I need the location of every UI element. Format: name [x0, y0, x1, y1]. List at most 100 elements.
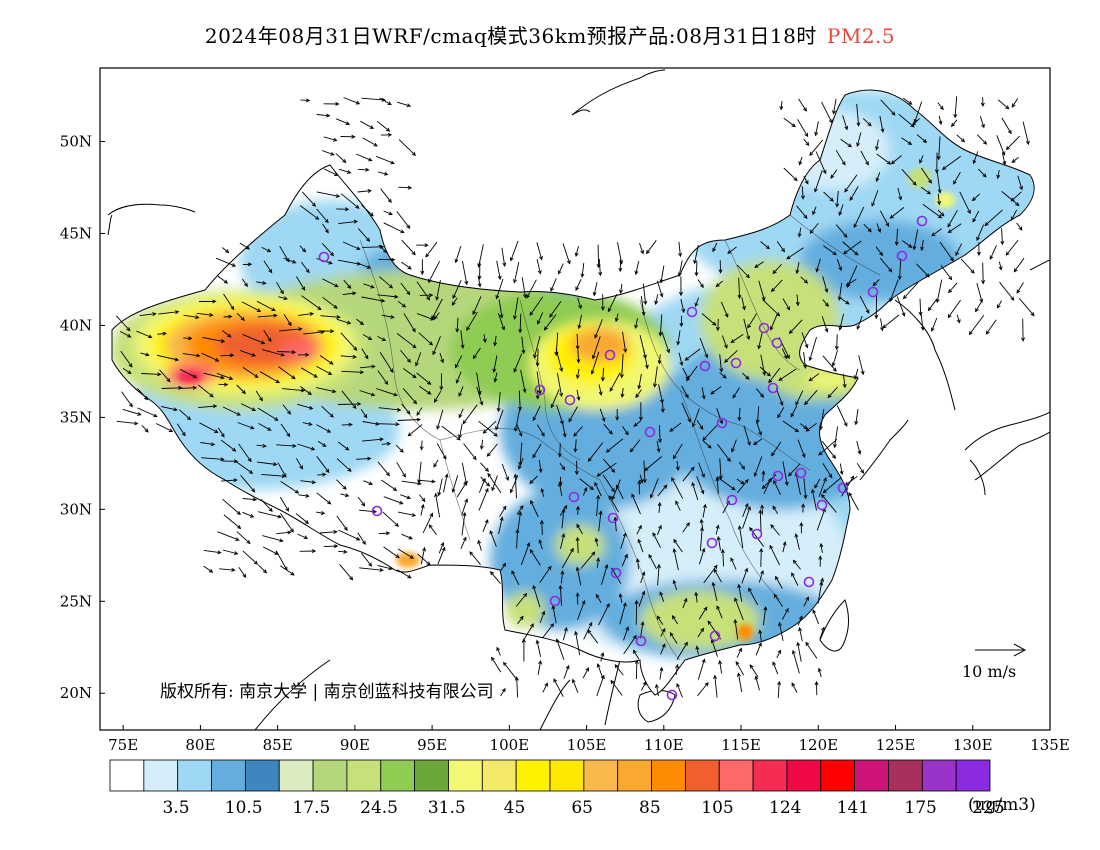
wind-arrow-shaft — [805, 642, 818, 659]
wind-arrow-head — [551, 604, 556, 610]
wind-arrow-shaft — [660, 643, 666, 655]
wind-arrow-shaft — [960, 258, 975, 274]
lat-tick-label: 30N — [60, 500, 92, 518]
lat-tick-label: 40N — [60, 316, 92, 334]
wind-arrow-head — [565, 664, 570, 670]
wind-arrow-shaft — [1016, 282, 1024, 294]
wind-arrow-head — [391, 257, 396, 262]
wind-arrow-head — [489, 529, 494, 535]
wind-arrow-shaft — [823, 477, 842, 494]
wind-arrow-shaft — [319, 355, 334, 365]
wind-arrow-shaft — [948, 282, 958, 293]
wind-arrow-shaft — [972, 193, 981, 201]
wind-arrow-head — [771, 452, 775, 457]
wind-arrow-head — [726, 457, 731, 462]
wind-arrow-head — [707, 620, 712, 625]
wind-arrow-shaft — [777, 681, 780, 698]
wind-arrow-head — [496, 646, 500, 652]
wind-arrow-shaft — [262, 546, 279, 555]
wind-arrow-head — [712, 247, 716, 253]
wind-arrow-shaft — [539, 566, 552, 584]
wind-arrow-shaft — [707, 620, 722, 640]
wind-arrow-shaft — [556, 404, 564, 425]
lat-tick-label: 50N — [60, 133, 92, 151]
wind-arrow-shaft — [636, 525, 642, 535]
wind-arrow-head — [502, 661, 507, 666]
wind-arrow-head — [569, 547, 574, 553]
wind-arrow-head — [777, 680, 782, 686]
wind-arrow-shaft — [381, 479, 397, 491]
wind-arrow-shaft — [359, 567, 383, 571]
wind-arrow-head — [411, 251, 416, 256]
wind-arrow-shaft — [697, 659, 705, 680]
wind-arrow-shaft — [338, 259, 361, 265]
wind-arrow-shaft — [452, 475, 459, 493]
colorbar-swatch — [109, 759, 145, 792]
wind-arrow-head — [672, 579, 677, 584]
wind-arrow-head — [608, 495, 613, 500]
wind-arrow-head — [773, 479, 777, 485]
wind-arrow-head — [407, 265, 412, 270]
wind-arrow-shaft — [518, 390, 521, 411]
colorbar-unit: (ug/m3) — [968, 795, 1036, 815]
wind-arrow-shaft — [560, 533, 565, 549]
wind-arrow-shaft — [658, 425, 661, 443]
wind-arrow-head — [614, 664, 619, 669]
wind-arrow-head — [196, 353, 201, 358]
wind-arrow-head — [505, 476, 510, 482]
wind-arrow-head — [718, 475, 723, 480]
wind-arrow-head — [225, 249, 230, 254]
wind-arrow-head — [707, 444, 712, 449]
wind-arrow-head — [518, 465, 522, 470]
wind-arrow-head — [644, 467, 649, 472]
wind-arrow-head — [700, 490, 705, 495]
wind-arrow-head — [605, 448, 611, 453]
wind-arrow-head — [845, 300, 850, 305]
wind-arrow-shaft — [822, 299, 829, 307]
city-marker-guiyang — [610, 567, 622, 579]
wind-arrow-shaft — [262, 349, 285, 356]
wind-arrow-shaft — [661, 331, 670, 353]
wind-arrow-head — [1025, 140, 1030, 146]
wind-arrow-head — [492, 368, 497, 373]
wind-arrow-head — [368, 481, 374, 485]
wind-arrow-shaft — [754, 261, 764, 268]
wind-arrow-head — [803, 107, 807, 112]
wind-arrow-shaft — [838, 282, 843, 300]
wind-arrow-head — [388, 284, 394, 289]
wind-arrow-head — [822, 489, 827, 494]
wind-arrow-shaft — [529, 296, 544, 316]
wind-arrow-shaft — [722, 549, 725, 567]
wind-arrow-shaft — [701, 387, 705, 399]
wind-arrow-shaft — [303, 331, 324, 335]
wind-arrow-head — [730, 557, 734, 562]
wind-arrow-head — [791, 682, 796, 687]
wind-arrow-shaft — [296, 276, 305, 291]
wind-arrow-shaft — [397, 300, 406, 308]
wind-arrow-head — [671, 477, 675, 482]
wind-arrow-shaft — [876, 223, 881, 233]
wind-arrow-shaft — [520, 542, 530, 566]
wind-arrow-head — [343, 526, 348, 532]
wind-arrow-shaft — [770, 314, 778, 330]
wind-arrow-head — [981, 123, 985, 129]
wind-arrow-shaft — [550, 278, 557, 291]
wind-arrow-shaft — [1006, 135, 1021, 150]
lon-tick-label: 130E — [953, 736, 993, 754]
wind-arrow-shaft — [302, 191, 316, 207]
wind-arrow-head — [126, 327, 131, 332]
wind-arrow-head — [539, 519, 544, 525]
wind-arrow-head — [389, 368, 394, 373]
wind-arrow-head — [195, 315, 200, 320]
wind-arrow-head — [387, 101, 392, 106]
wind-arrow-shaft — [316, 208, 329, 223]
wind-arrow-head — [877, 228, 882, 233]
wind-arrow-head — [427, 390, 432, 395]
wind-arrow-shaft — [302, 422, 312, 426]
wind-arrow-head — [844, 188, 849, 193]
wind-arrow-shaft — [880, 318, 883, 331]
wind-arrow-shaft — [639, 242, 644, 254]
wind-arrow-head — [353, 346, 358, 351]
wind-arrow-head — [491, 656, 495, 662]
wind-arrow-shaft — [400, 282, 410, 295]
